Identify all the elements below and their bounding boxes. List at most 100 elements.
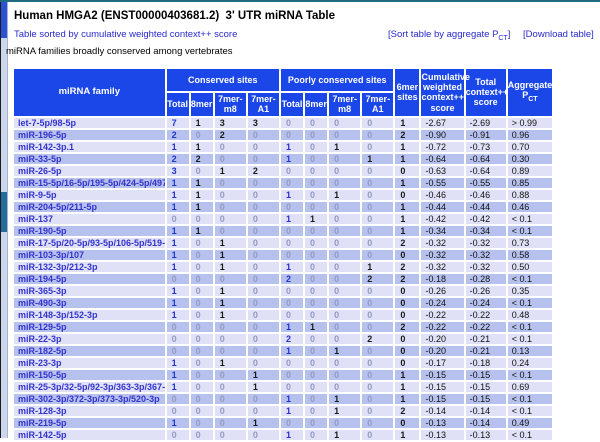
- conserved-7mer-a1-count: 3: [247, 117, 279, 128]
- poorly-total-count[interactable]: 1: [280, 429, 304, 440]
- mirna-family-link[interactable]: miR-148-3p/152-3p: [14, 309, 165, 320]
- conserved-total-count[interactable]: 3: [166, 165, 189, 176]
- cumulative-weighted-score: -0.17: [421, 357, 464, 368]
- poorly-total-count[interactable]: 1: [280, 213, 304, 224]
- poorly-8mer-count: 0: [305, 237, 328, 248]
- mirna-family-link[interactable]: miR-490-3p: [14, 297, 165, 308]
- mirna-family-link[interactable]: miR-9-5p: [14, 189, 165, 200]
- mirna-family-link[interactable]: miR-302-3p/372-3p/373-3p/520-3p: [14, 393, 165, 404]
- poorly-total-count[interactable]: 1: [280, 141, 304, 152]
- conserved-8mer-count: 0: [190, 381, 213, 392]
- cumulative-weighted-score: -0.14: [421, 405, 464, 416]
- 6mer-sites-count: 0: [395, 249, 420, 260]
- poorly-total-count: 0: [280, 177, 304, 188]
- total-context-score: -0.15: [465, 369, 506, 380]
- 6mer-sites-count: 1: [395, 117, 420, 128]
- aggregate-pct-value: < 0.1: [507, 213, 552, 224]
- poorly-7mer-m8-count: 0: [329, 381, 361, 392]
- conserved-total-count[interactable]: 1: [166, 417, 189, 428]
- mirna-family-link[interactable]: let-7-5p/98-5p: [14, 117, 165, 128]
- mirna-family-link[interactable]: miR-182-5p: [14, 345, 165, 356]
- conserved-total-count[interactable]: 1: [166, 369, 189, 380]
- conserved-total-count[interactable]: 2: [166, 129, 189, 140]
- poorly-total-count[interactable]: 1: [280, 405, 304, 416]
- conserved-total-count[interactable]: 2: [166, 153, 189, 164]
- aggregate-pct-value: 0.96: [507, 129, 552, 140]
- table-row: miR-204-5p/211-5p 1 1 0 0 0 0 0 0 1 -0.4…: [14, 201, 552, 212]
- mirna-family-link[interactable]: miR-194-5p: [14, 273, 165, 284]
- table-row: miR-17-5p/20-5p/93-5p/106-5p/519-3p 1 0 …: [14, 237, 552, 248]
- conserved-total-count[interactable]: 1: [166, 201, 189, 212]
- aggregate-pct-value: < 0.1: [507, 405, 552, 416]
- conserved-total-count[interactable]: 1: [166, 225, 189, 236]
- aggregate-pct-value: < 0.1: [507, 369, 552, 380]
- mirna-family-link[interactable]: miR-22-3p: [14, 333, 165, 344]
- left-scrollbar[interactable]: [1, 2, 8, 438]
- mirna-family-link[interactable]: miR-25-3p/32-5p/92-3p/363-3p/367-3p: [14, 381, 165, 392]
- conserved-total-count[interactable]: 1: [166, 261, 189, 272]
- poorly-total-count[interactable]: 1: [280, 189, 304, 200]
- poorly-total-count[interactable]: 1: [280, 321, 304, 332]
- mirna-family-link[interactable]: miR-132-3p/212-3p: [14, 261, 165, 272]
- conserved-7mer-a1-count: 0: [247, 273, 279, 284]
- mirna-family-link[interactable]: miR-23-3p: [14, 357, 165, 368]
- poorly-total-count[interactable]: 2: [280, 333, 304, 344]
- poorly-total-count[interactable]: 1: [280, 153, 304, 164]
- conserved-total-count[interactable]: 7: [166, 117, 189, 128]
- mirna-family-link[interactable]: miR-17-5p/20-5p/93-5p/106-5p/519-3p: [14, 237, 165, 248]
- aggregate-pct-value: < 0.1: [507, 225, 552, 236]
- mirna-family-link[interactable]: miR-190-5p: [14, 225, 165, 236]
- conserved-7mer-m8-count: 1: [214, 237, 246, 248]
- poorly-total-count[interactable]: 1: [280, 261, 304, 272]
- mirna-family-link[interactable]: miR-26-5p: [14, 165, 165, 176]
- scrollbar-top-cap[interactable]: [1, 2, 7, 38]
- conserved-total-count[interactable]: 1: [166, 141, 189, 152]
- conserved-7mer-a1-count: 0: [247, 333, 279, 344]
- conserved-total-count[interactable]: 1: [166, 237, 189, 248]
- mirna-family-link[interactable]: miR-219-5p: [14, 417, 165, 428]
- 6mer-sites-count: 0: [395, 189, 420, 200]
- conserved-total-count[interactable]: 1: [166, 249, 189, 260]
- mirna-family-link[interactable]: miR-365-3p: [14, 285, 165, 296]
- poorly-7mer-m8-count: 0: [329, 285, 361, 296]
- aggregate-pct-value: 0.35: [507, 285, 552, 296]
- download-table-link[interactable]: [Download table]: [523, 29, 594, 40]
- mirna-family-link[interactable]: miR-33-5p: [14, 153, 165, 164]
- conserved-total-count[interactable]: 1: [166, 177, 189, 188]
- conserved-total-count[interactable]: 1: [166, 189, 189, 200]
- mirna-family-link[interactable]: miR-15-5p/16-5p/195-5p/424-5p/497-5p: [14, 177, 165, 188]
- 6mer-sites-count: 1: [395, 225, 420, 236]
- aggregate-pct-value: > 0.99: [507, 117, 552, 128]
- conserved-7mer-a1-count: 0: [247, 249, 279, 260]
- sorted-by-context-link[interactable]: Table sorted by cumulative weighted cont…: [14, 29, 238, 40]
- mirna-family-link[interactable]: miR-150-5p: [14, 369, 165, 380]
- poorly-7mer-m8-count: 0: [329, 249, 361, 260]
- poorly-total-count[interactable]: 2: [280, 273, 304, 284]
- conserved-total-count[interactable]: 1: [166, 285, 189, 296]
- mirna-family-link[interactable]: miR-196-5p: [14, 129, 165, 140]
- conserved-total-count[interactable]: 1: [166, 309, 189, 320]
- poorly-8mer-count: 0: [305, 189, 328, 200]
- poorly-total-count[interactable]: 1: [280, 393, 304, 404]
- conserved-7mer-a1-count: 0: [247, 153, 279, 164]
- scrollbar-thumb[interactable]: [1, 192, 7, 232]
- sort-link-text: [Sort table by aggregate P: [388, 29, 499, 40]
- conserved-7mer-a1-count: 0: [247, 393, 279, 404]
- mirna-family-link[interactable]: miR-128-3p: [14, 405, 165, 416]
- table-row: miR-302-3p/372-3p/373-3p/520-3p 0 0 0 0 …: [14, 393, 552, 404]
- poorly-7mer-a1-count: 0: [362, 129, 394, 140]
- mirna-family-link[interactable]: miR-142-5p: [14, 429, 165, 440]
- conserved-7mer-a1-count: 0: [247, 345, 279, 356]
- conserved-total-count[interactable]: 1: [166, 381, 189, 392]
- mirna-family-link[interactable]: miR-129-5p: [14, 321, 165, 332]
- sort-by-aggregate-link[interactable]: [Sort table by aggregate PCT]: [388, 29, 510, 42]
- conserved-total-count[interactable]: 1: [166, 357, 189, 368]
- conserved-8mer-count: 0: [190, 345, 213, 356]
- mirna-family-link[interactable]: miR-103-3p/107: [14, 249, 165, 260]
- conserved-total-count[interactable]: 1: [166, 297, 189, 308]
- conserved-total-count: 0: [166, 273, 189, 284]
- mirna-family-link[interactable]: miR-137: [14, 213, 165, 224]
- mirna-family-link[interactable]: miR-142-3p.1: [14, 141, 165, 152]
- poorly-total-count[interactable]: 1: [280, 345, 304, 356]
- mirna-family-link[interactable]: miR-204-5p/211-5p: [14, 201, 165, 212]
